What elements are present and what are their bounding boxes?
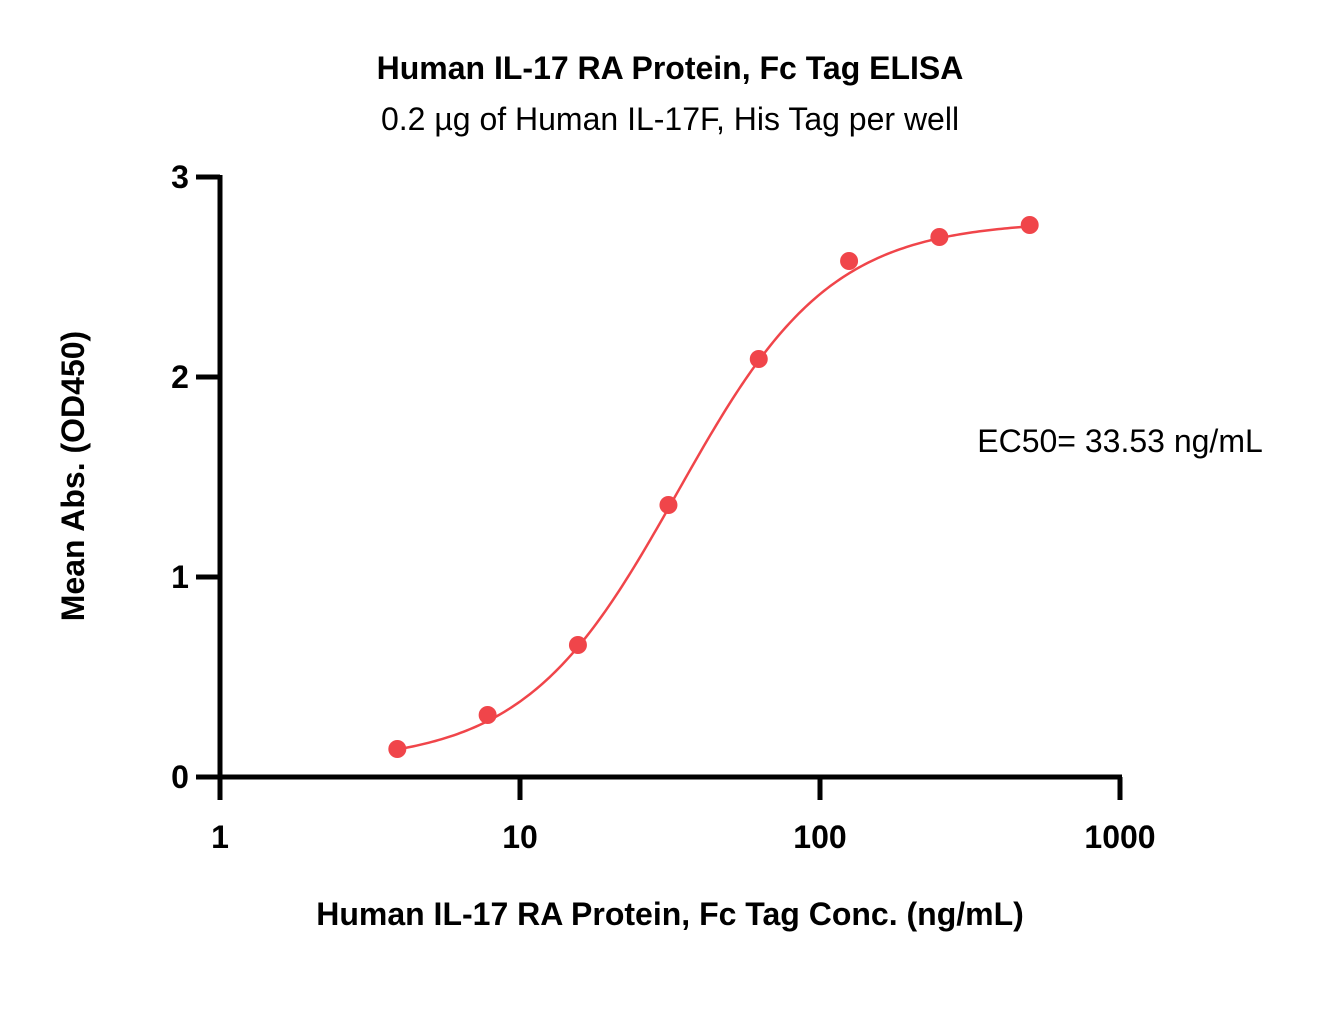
y-tick-label: 3: [171, 159, 189, 195]
y-tick-label: 1: [171, 559, 189, 595]
x-tick-label: 1000: [1084, 819, 1155, 855]
x-tick-label: 100: [793, 819, 846, 855]
data-point: [930, 228, 949, 246]
data-point: [749, 350, 768, 368]
data-point: [388, 740, 407, 758]
x-tick-label: 10: [502, 819, 538, 855]
data-point: [1020, 216, 1039, 234]
data-point: [568, 636, 587, 654]
y-tick-label: 0: [171, 759, 189, 795]
x-axis-label: Human IL-17 RA Protein, Fc Tag Conc. (ng…: [316, 896, 1024, 932]
y-axis-label: Mean Abs. (OD450): [55, 331, 91, 621]
x-tick-label: 1: [211, 819, 229, 855]
data-points: [388, 216, 1039, 758]
data-point: [478, 706, 497, 724]
chart-title: Human IL-17 RA Protein, Fc Tag ELISA: [377, 50, 964, 86]
chart-subtitle: 0.2 µg of Human IL-17F, His Tag per well: [381, 101, 959, 137]
data-point: [659, 496, 678, 514]
data-point: [840, 252, 859, 270]
fit-curve: [397, 225, 1030, 751]
axes: [217, 175, 1122, 780]
y-tick-label: 2: [171, 359, 189, 395]
ec50-annotation: EC50= 33.53 ng/mL: [977, 423, 1263, 459]
